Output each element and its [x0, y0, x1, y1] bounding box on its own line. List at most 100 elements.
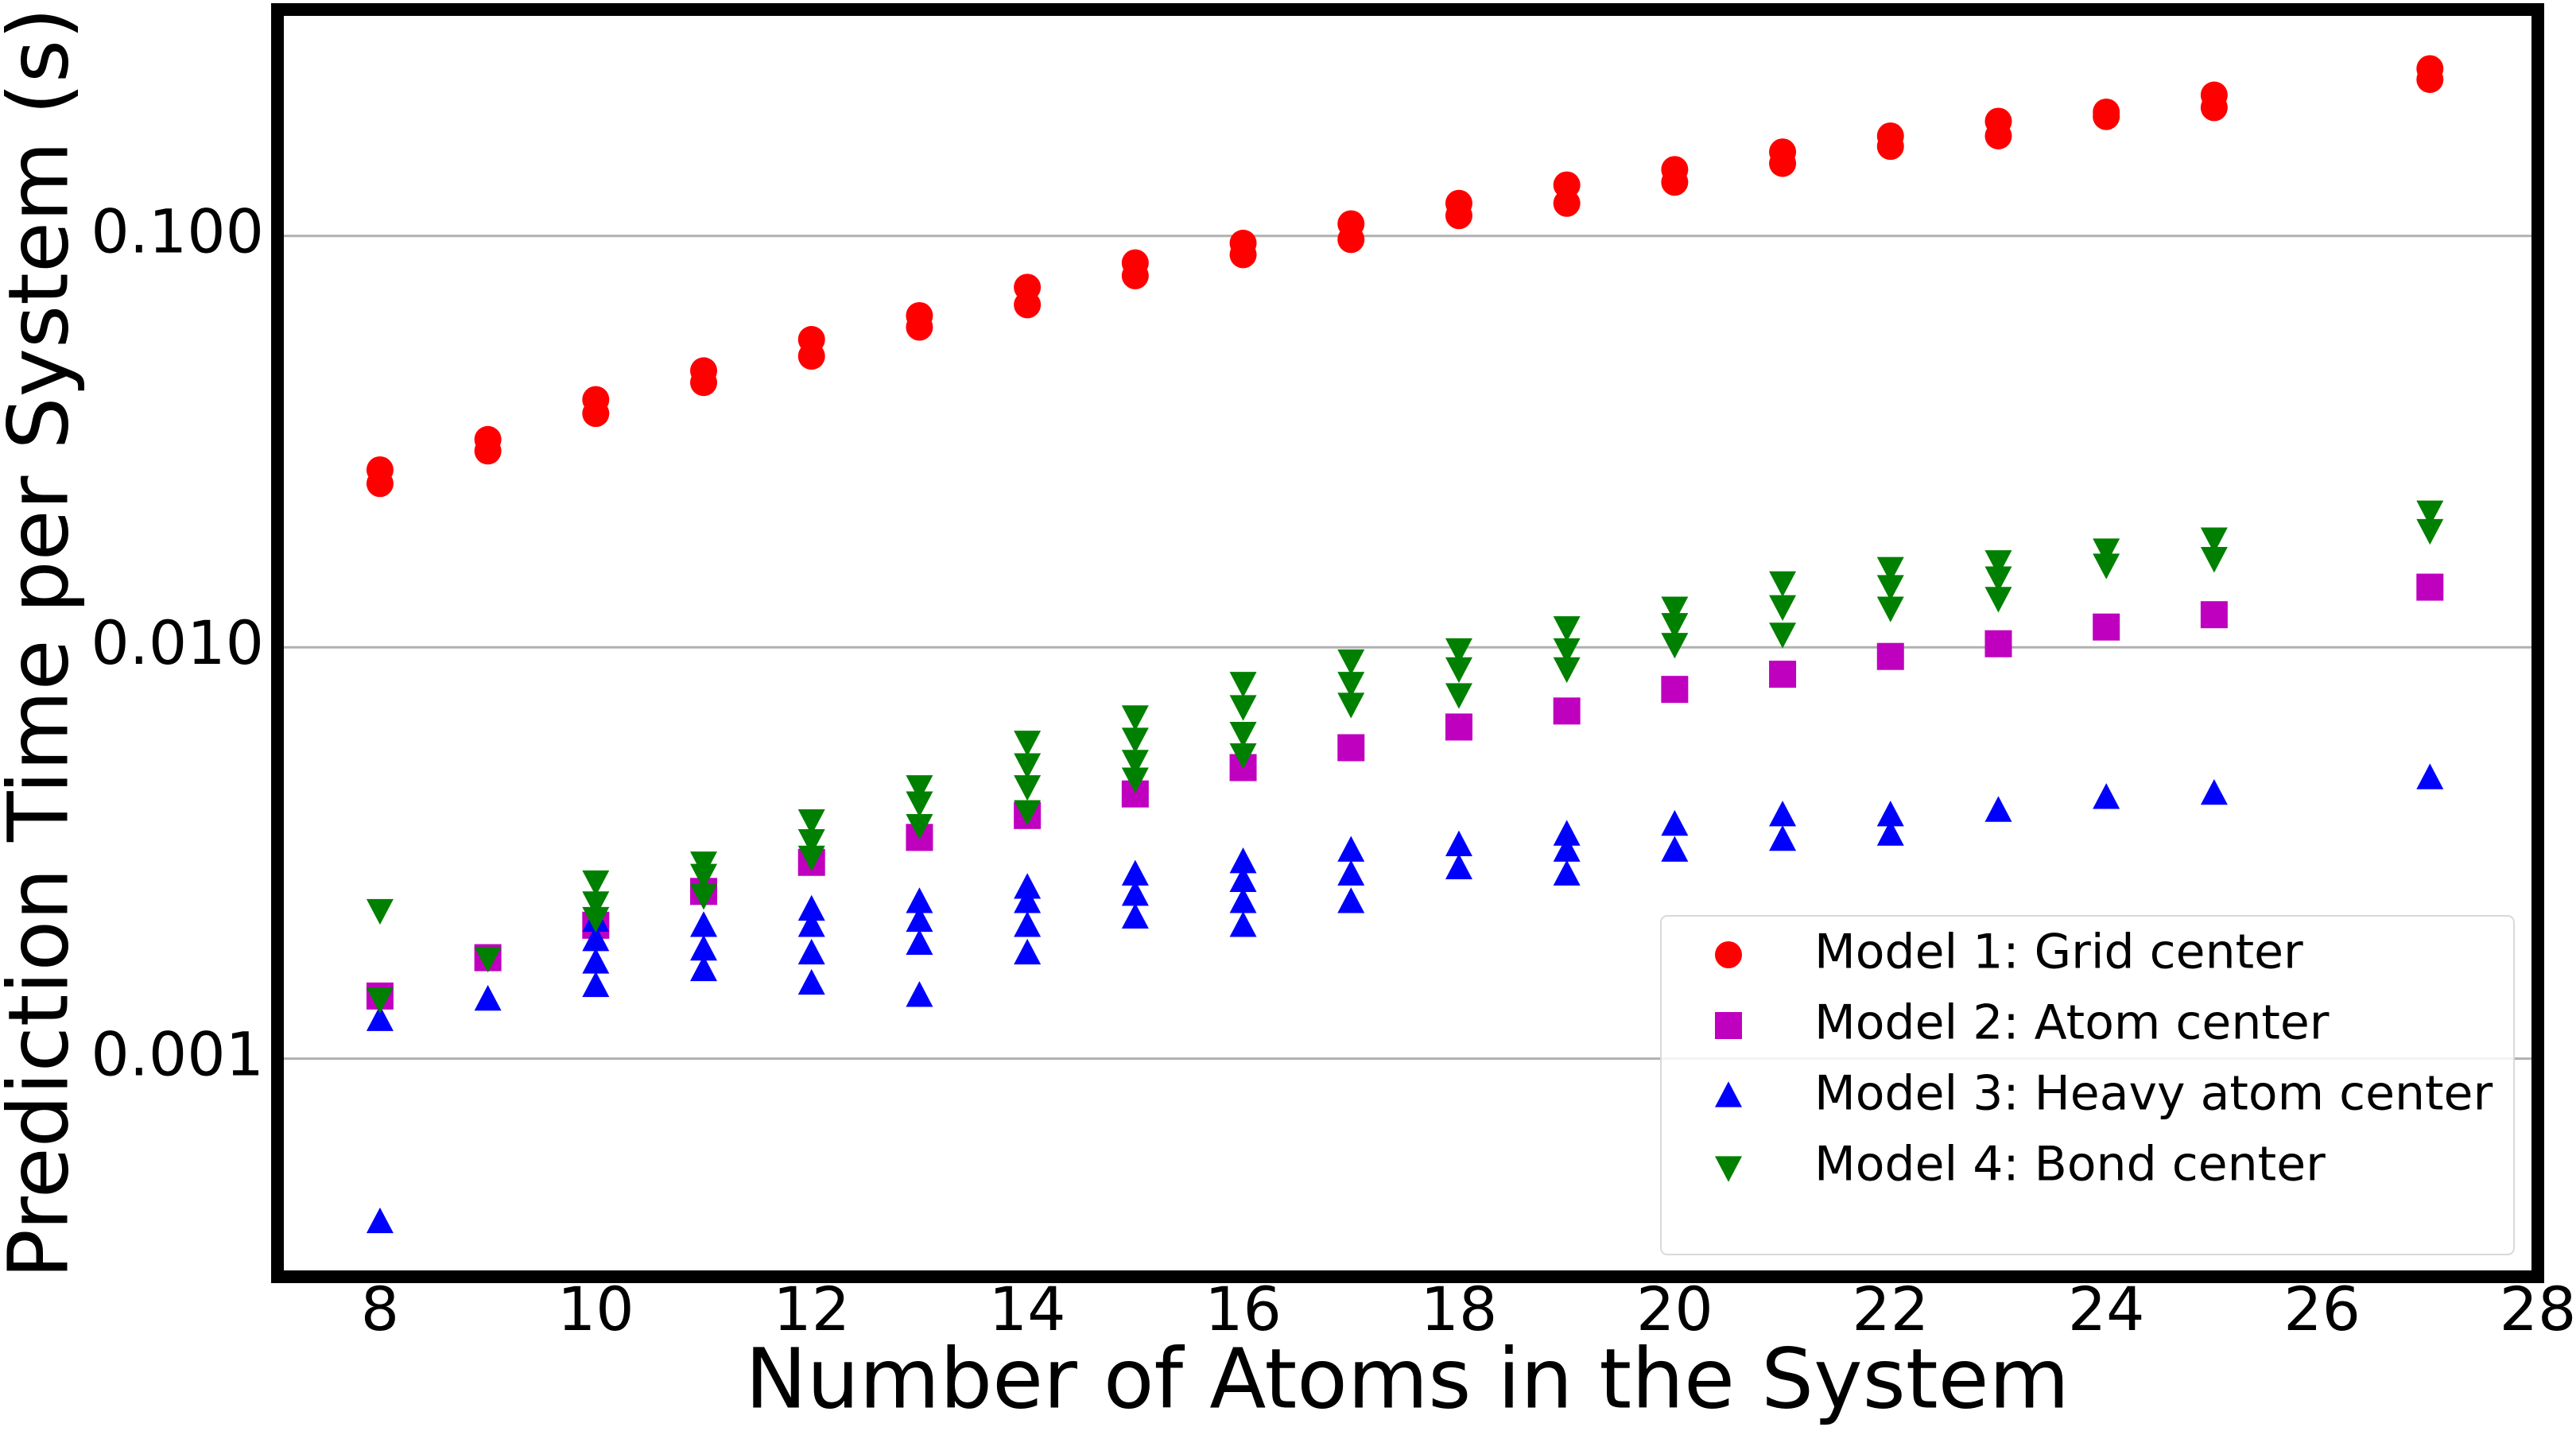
data-point — [1876, 820, 1904, 846]
data-point — [366, 1005, 394, 1031]
data-point — [797, 845, 825, 872]
data-point — [1553, 638, 1581, 665]
data-point — [1229, 743, 1257, 770]
data-point — [1229, 695, 1257, 721]
data-point — [2200, 547, 2228, 573]
data-point — [1229, 722, 1257, 748]
data-point — [797, 326, 825, 354]
data-point — [1337, 692, 1365, 719]
data-point — [582, 948, 610, 974]
data-point — [797, 829, 825, 855]
data-point — [1337, 734, 1365, 762]
data-point — [1337, 859, 1365, 886]
data-point — [2093, 783, 2120, 809]
data-point — [1445, 713, 1472, 741]
data-point — [1553, 836, 1581, 862]
data-point — [1014, 938, 1042, 965]
data-point — [1121, 859, 1149, 886]
data-point — [1876, 122, 1904, 149]
data-point — [1121, 705, 1149, 731]
data-point — [1661, 633, 1689, 659]
data-point — [1014, 800, 1042, 826]
y-tick-label: 0.100 — [91, 196, 264, 267]
data-point — [1121, 880, 1149, 906]
data-point — [1876, 801, 1904, 827]
data-point — [1121, 767, 1149, 793]
data-point — [1121, 249, 1149, 277]
data-point — [690, 934, 718, 961]
data-point — [1661, 613, 1689, 639]
x-tick-label: 20 — [1636, 1274, 1713, 1344]
data-point — [1229, 847, 1257, 874]
data-point — [797, 894, 825, 921]
data-point — [1014, 731, 1042, 757]
data-point — [906, 302, 933, 330]
x-axis-label: Number of Atoms in the System — [745, 1330, 2070, 1427]
data-point — [2416, 500, 2444, 526]
plot-frame — [271, 3, 2544, 1283]
data-point — [1121, 750, 1149, 776]
data-point — [366, 898, 394, 925]
data-point — [1553, 859, 1581, 886]
data-point — [1661, 596, 1689, 622]
data-point — [1014, 775, 1042, 801]
data-point — [1769, 824, 1797, 851]
legend-marker — [1715, 1156, 1742, 1182]
data-point — [1445, 830, 1472, 856]
data-point — [1984, 796, 2012, 822]
data-point — [690, 357, 718, 385]
data-point — [2200, 81, 2228, 109]
data-point — [1337, 887, 1365, 913]
data-point — [582, 925, 610, 952]
data-point — [1014, 873, 1042, 899]
data-point — [1984, 587, 2012, 613]
data-point — [1445, 189, 1472, 217]
data-point — [1337, 649, 1365, 676]
data-point — [1769, 595, 1797, 621]
data-point — [366, 987, 394, 1014]
data-point — [1553, 616, 1581, 642]
legend-marker — [1715, 941, 1742, 968]
y-tick-label: 0.010 — [91, 607, 264, 678]
legend-label: Model 4: Bond center — [1814, 1137, 2326, 1192]
data-point — [1984, 566, 2012, 592]
data-point — [366, 456, 394, 483]
data-point — [1661, 156, 1689, 184]
legend-label: Model 2: Atom center — [1814, 995, 2330, 1051]
data-point — [906, 929, 933, 956]
data-point — [474, 984, 502, 1011]
data-point — [2200, 778, 2228, 805]
data-point — [366, 1207, 394, 1234]
data-point — [1876, 642, 1904, 670]
data-point — [582, 386, 610, 413]
x-tick-label: 22 — [1852, 1274, 1929, 1344]
data-point — [1876, 596, 1904, 622]
data-point — [1445, 853, 1472, 879]
data-point — [2093, 553, 2120, 580]
data-point — [1121, 727, 1149, 754]
data-point — [1769, 801, 1797, 827]
data-point — [1337, 836, 1365, 862]
data-point — [2416, 573, 2444, 601]
data-point — [1229, 866, 1257, 893]
data-point — [1553, 657, 1581, 684]
data-point — [797, 938, 825, 965]
data-point — [690, 911, 718, 937]
data-point — [1337, 672, 1365, 698]
data-point — [1876, 575, 1904, 601]
data-point — [906, 775, 933, 801]
y-tick-label: 0.001 — [91, 1019, 264, 1090]
legend-marker — [1715, 1081, 1742, 1107]
data-point — [1984, 630, 2012, 657]
data-point — [2200, 527, 2228, 553]
data-point — [906, 791, 933, 817]
x-tick-label: 8 — [361, 1274, 399, 1344]
x-tick-label: 26 — [2283, 1274, 2361, 1344]
data-point — [474, 947, 502, 973]
data-point — [1876, 556, 1904, 583]
x-tick-label: 10 — [557, 1274, 634, 1344]
data-point — [1445, 657, 1472, 684]
data-point — [690, 863, 718, 890]
data-point — [797, 968, 825, 995]
